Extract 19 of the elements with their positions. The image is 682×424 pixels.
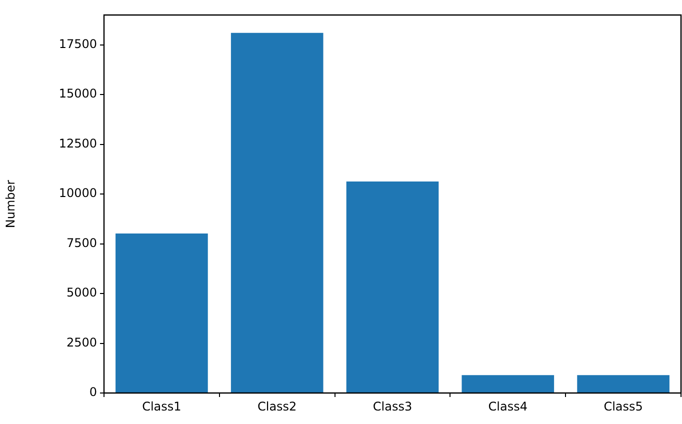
bar	[346, 182, 439, 392]
y-tick-label: 15000	[58, 86, 97, 101]
bar	[116, 233, 208, 392]
y-tick-label: 0	[89, 385, 97, 400]
x-tick-label: Class5	[604, 399, 643, 414]
y-tick-label: 10000	[58, 186, 97, 200]
y-axis-title: Number	[3, 180, 18, 228]
y-tick-label: 2500	[66, 335, 97, 350]
y-tick-label: 17500	[58, 36, 97, 51]
y-tick-label: 5000	[66, 286, 97, 300]
x-tick-label: Class3	[372, 399, 412, 414]
x-tick-label: Class2	[257, 399, 297, 414]
bar	[462, 375, 554, 392]
bar	[230, 32, 324, 392]
x-tick-label: Class4	[488, 399, 528, 414]
y-tick-label: 7500	[66, 236, 97, 250]
x-tick-label: Class1	[142, 399, 182, 414]
y-tick-label: 12500	[58, 136, 97, 150]
bar	[577, 375, 670, 392]
